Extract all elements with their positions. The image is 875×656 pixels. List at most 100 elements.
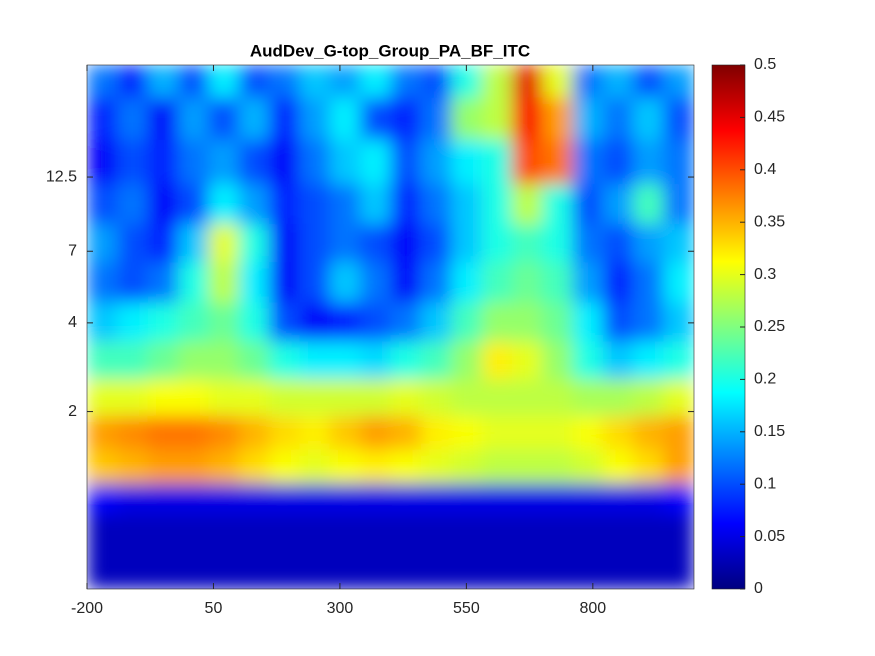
heatmap-cell (208, 547, 240, 589)
colorbar-tick-label: 0.5 (754, 56, 776, 73)
heatmap-cell (87, 139, 118, 185)
heatmap-cell (360, 224, 391, 263)
heatmap-cell (360, 547, 391, 589)
heatmap-cell (663, 379, 694, 417)
heatmap-cell (602, 341, 634, 381)
heatmap-cell (329, 415, 361, 451)
heatmap-cell (299, 184, 331, 225)
heatmap-cell (572, 514, 604, 548)
heatmap-cell (117, 65, 149, 99)
heatmap-cell (481, 97, 513, 141)
heatmap-cell (481, 547, 513, 589)
heatmap-cell (87, 483, 118, 516)
heatmap-cell (178, 139, 209, 185)
heatmap-cell (269, 262, 300, 303)
heatmap-cell (178, 449, 209, 485)
heatmap-cell (329, 547, 361, 589)
heatmap-cell (481, 65, 513, 99)
heatmap-cell (87, 97, 118, 141)
heatmap-cell (602, 184, 634, 225)
colorbar-tick-label: 0.15 (754, 423, 785, 440)
heatmap-cell (511, 379, 543, 417)
heatmap-cell (208, 302, 240, 342)
heatmap-cell (420, 514, 452, 548)
heatmap-cell (663, 415, 694, 451)
heatmap-cell (633, 341, 665, 381)
heatmap-cell (511, 65, 543, 99)
heatmap-cell (238, 483, 270, 516)
colorbar-tick-label: 0 (754, 580, 763, 597)
heatmap-cell (511, 547, 543, 589)
heatmap-cell (329, 514, 361, 548)
heatmap-cell (238, 415, 270, 451)
heatmap-cell (208, 97, 240, 141)
heatmap-cell (360, 514, 391, 548)
heatmap-cell (117, 379, 149, 417)
heatmap-cell (87, 341, 118, 381)
heatmap-cell (572, 139, 604, 185)
heatmap-cell (572, 483, 604, 516)
heatmap-cell (390, 483, 422, 516)
heatmap-cell (572, 97, 604, 141)
heatmap-cell (178, 547, 209, 589)
heatmap-cell (178, 514, 209, 548)
heatmap-cell (329, 341, 361, 381)
heatmap-cell (299, 514, 331, 548)
heatmap-cell (572, 341, 604, 381)
heatmap-cell (633, 97, 665, 141)
heatmap-cell (147, 224, 179, 263)
heatmap-cell (663, 262, 694, 303)
heatmap-cell (269, 224, 300, 263)
heatmap-cell (178, 415, 209, 451)
heatmap-cell (633, 65, 665, 99)
heatmap-cell (663, 139, 694, 185)
heatmap-cell (87, 547, 118, 589)
heatmap-cell (481, 483, 513, 516)
heatmap-cell (633, 514, 665, 548)
heatmap-cell (572, 547, 604, 589)
heatmap-cell (360, 65, 391, 99)
heatmap-cell (511, 415, 543, 451)
heatmap-cell (451, 184, 483, 225)
heatmap-cell (178, 65, 209, 99)
colorbar-tick-label: 0.3 (754, 266, 776, 283)
heatmap-cell (269, 139, 300, 185)
heatmap-cell (178, 97, 209, 141)
heatmap-cell (451, 262, 483, 303)
heatmap-cell (147, 341, 179, 381)
heatmap-cell (481, 341, 513, 381)
heatmap-cell (360, 262, 391, 303)
heatmap-cell (208, 415, 240, 451)
heatmap-cell (572, 224, 604, 263)
heatmap-cell (511, 224, 543, 263)
heatmap-cell (329, 449, 361, 485)
heatmap-cell (299, 65, 331, 99)
heatmap-cell (602, 65, 634, 99)
heatmap-cell (451, 379, 483, 417)
heatmap-cell (360, 184, 391, 225)
heatmap-cell (208, 139, 240, 185)
heatmap-cell (420, 379, 452, 417)
heatmap-cell (572, 449, 604, 485)
heatmap-cell (329, 139, 361, 185)
heatmap-cell (390, 415, 422, 451)
heatmap-cell (147, 139, 179, 185)
heatmap-cell (208, 262, 240, 303)
heatmap-cell (542, 262, 574, 303)
heatmap-cell (451, 224, 483, 263)
heatmap-cell (420, 449, 452, 485)
heatmap-cell (542, 65, 574, 99)
heatmap-cell (633, 139, 665, 185)
heatmap-cell (542, 302, 574, 342)
heatmap-cell (451, 341, 483, 381)
heatmap-cell (481, 302, 513, 342)
heatmap-cell (542, 449, 574, 485)
heatmap-cell (147, 483, 179, 516)
heatmap-cell (208, 483, 240, 516)
heatmap-cell (360, 415, 391, 451)
x-tick-label: 800 (579, 600, 606, 617)
heatmap-cell (451, 514, 483, 548)
heatmap-cell (633, 379, 665, 417)
heatmap-cell (390, 341, 422, 381)
